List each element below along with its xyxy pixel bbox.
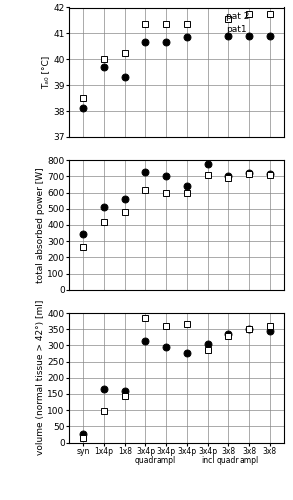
Y-axis label: total absorbed power [W]: total absorbed power [W] — [36, 167, 45, 283]
Y-axis label: volume (normal tissue > 42°) [ml]: volume (normal tissue > 42°) [ml] — [36, 300, 45, 456]
Text: pat 2: pat 2 — [226, 12, 250, 21]
Y-axis label: Tₐ₀ [°C]: Tₐ₀ [°C] — [41, 56, 50, 89]
Text: pat1: pat1 — [226, 25, 247, 34]
